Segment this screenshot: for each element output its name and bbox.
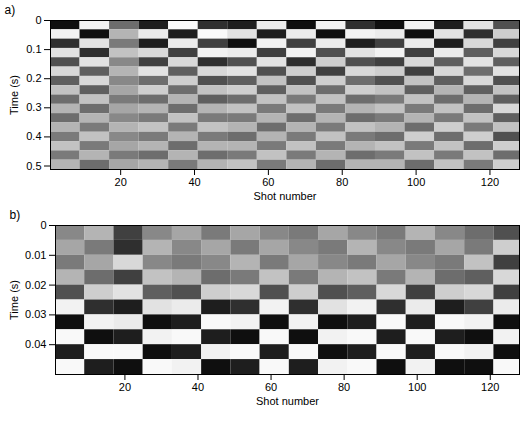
svg-text:40: 40: [192, 381, 204, 393]
svg-text:b): b): [10, 208, 21, 222]
svg-text:0.04: 0.04: [25, 338, 46, 350]
svg-text:0.4: 0.4: [26, 130, 41, 142]
svg-text:0: 0: [35, 14, 41, 26]
svg-text:0.03: 0.03: [25, 308, 46, 320]
svg-text:80: 80: [338, 381, 350, 393]
svg-text:0.2: 0.2: [26, 72, 41, 84]
svg-text:0.01: 0.01: [25, 249, 46, 261]
svg-text:120: 120: [481, 381, 499, 393]
svg-text:Shot number: Shot number: [254, 190, 317, 202]
svg-text:80: 80: [336, 176, 348, 188]
svg-text:40: 40: [188, 176, 200, 188]
svg-text:Time (s): Time (s): [8, 280, 20, 320]
svg-text:0: 0: [40, 219, 46, 231]
svg-text:100: 100: [408, 381, 426, 393]
svg-text:Shot number: Shot number: [256, 395, 319, 407]
svg-text:60: 60: [265, 381, 277, 393]
svg-text:100: 100: [407, 176, 425, 188]
svg-text:0.5: 0.5: [26, 160, 41, 172]
svg-text:0.3: 0.3: [26, 101, 41, 113]
svg-text:0.02: 0.02: [25, 279, 46, 291]
svg-text:a): a): [5, 3, 16, 17]
svg-text:120: 120: [481, 176, 499, 188]
svg-text:20: 20: [119, 381, 131, 393]
svg-text:20: 20: [115, 176, 127, 188]
svg-text:0.1: 0.1: [26, 43, 41, 55]
svg-text:60: 60: [262, 176, 274, 188]
svg-text:Time (s): Time (s): [8, 75, 20, 115]
